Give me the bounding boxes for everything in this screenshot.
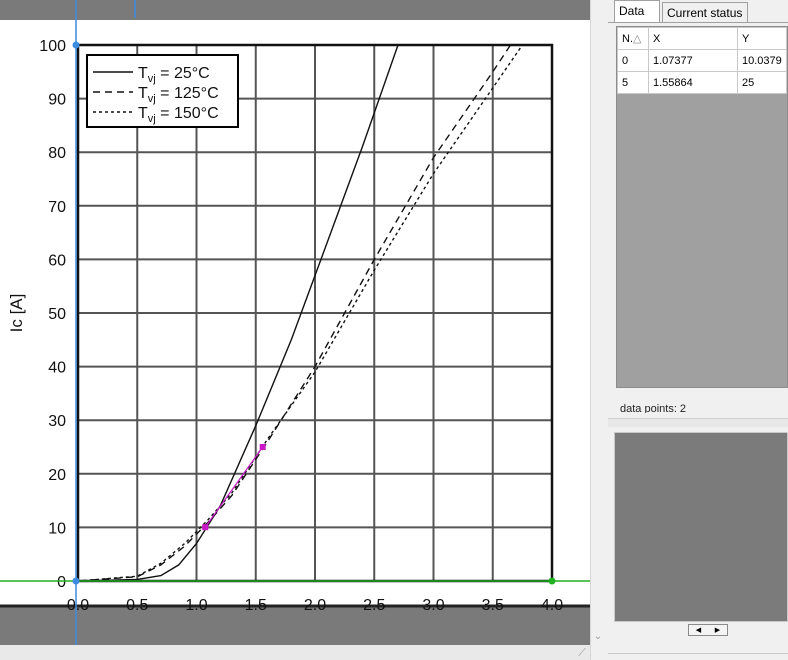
arrow-right-icon[interactable]: ▶ — [714, 627, 721, 634]
table-row[interactable]: 5 1.55864 25 — [617, 71, 787, 94]
digitizer-canvas[interactable]: 0.0 0.5 1.0 1.5 2.0 2.5 3.0 3.5 4.0 0 10 20 30 40 50 60… — [0, 0, 590, 660]
y-axis-label: Ic [A] — [7, 294, 26, 333]
x-tick-label: 0.5 — [126, 597, 148, 614]
chevron-down-icon[interactable]: ⌄ — [593, 631, 603, 642]
panel-splitter[interactable] — [608, 418, 788, 427]
y-tick-label: 40 — [48, 360, 66, 377]
sort-indicator-icon: △ — [633, 33, 642, 45]
tab-current-status[interactable]: Current status — [662, 2, 748, 22]
y-tick-label: 0 — [57, 574, 66, 591]
series-line-1 — [77, 44, 512, 582]
x-tick-label: 2.0 — [304, 597, 326, 614]
x-tick-label: 0.0 — [67, 597, 89, 614]
resize-grip-icon: ⟋ — [578, 647, 586, 659]
legend-entry-label: Tvj = 125°C — [138, 85, 219, 105]
data-points-table-container: N.△ X Y 0 1.07377 10.0379 5 1.55864 25 — [616, 26, 788, 388]
data-panel: Data Current status N.△ X Y 0 1.07377 10… — [608, 0, 788, 660]
table-cell: 0 — [617, 49, 649, 72]
x-tick-label: 1.5 — [245, 597, 267, 614]
header-n-label: N — [622, 33, 630, 45]
tab-divider — [608, 22, 788, 23]
vertical-scrollbar[interactable]: ⌄ — [590, 0, 609, 660]
table-row[interactable]: 0 1.07377 10.0379 — [617, 49, 787, 72]
arrow-left-icon[interactable]: ◀ — [695, 627, 702, 634]
digitized-connector — [204, 446, 264, 528]
table-cell: 10.0379 — [737, 49, 787, 72]
column-header-y[interactable]: Y — [737, 27, 787, 50]
panel-bottom-divider — [608, 653, 788, 654]
y-tick-label: 20 — [48, 467, 66, 484]
table-cell: 1.55864 — [648, 71, 738, 94]
y-tick-label: 60 — [48, 252, 66, 269]
zoom-preview — [614, 432, 788, 622]
digitized-point — [202, 524, 209, 531]
x-tick-label: 4.0 — [541, 597, 563, 614]
column-header-x[interactable]: X — [648, 27, 738, 50]
table-cell: 25 — [737, 71, 787, 94]
column-header-n[interactable]: N.△ — [617, 27, 649, 50]
data-points-table: N.△ X Y 0 1.07377 10.0379 5 1.55864 25 — [617, 27, 787, 94]
horizontal-scrollbar[interactable] — [0, 645, 590, 660]
calibration-point-xmax — [548, 577, 556, 585]
chart-svg[interactable]: 0.0 0.5 1.0 1.5 2.0 2.5 3.0 3.5 4.0 0 10 20 30 40 50 60… — [0, 0, 590, 660]
legend-entry-label: Tvj = 150°C — [138, 105, 219, 125]
table-header-row: N.△ X Y — [617, 27, 787, 50]
preview-scrollbar[interactable]: ◀ ▶ — [688, 624, 728, 636]
table-cell: 1.07377 — [648, 49, 738, 72]
header-dot: . — [629, 33, 634, 45]
x-tick-label: 3.5 — [482, 597, 504, 614]
x-tick-label: 1.0 — [185, 597, 207, 614]
data-points-count: data points: 2 — [620, 403, 687, 413]
calibration-point-origin — [72, 577, 80, 585]
x-tick-label: 2.5 — [363, 597, 385, 614]
table-cell: 5 — [617, 71, 649, 94]
tab-data[interactable]: Data — [614, 0, 660, 22]
x-tick-label: 3.0 — [422, 597, 444, 614]
calibration-point-ymax — [72, 41, 80, 49]
y-tick-label: 10 — [48, 520, 66, 537]
y-tick-label: 100 — [39, 38, 66, 55]
y-tick-label: 30 — [48, 413, 66, 430]
y-tick-label: 80 — [48, 145, 66, 162]
y-tick-label: 50 — [48, 306, 66, 323]
legend-entry-label: Tvj = 25°C — [138, 65, 210, 85]
digitized-point — [259, 444, 266, 450]
y-tick-label: 70 — [48, 199, 66, 216]
y-tick-label: 90 — [48, 92, 66, 109]
